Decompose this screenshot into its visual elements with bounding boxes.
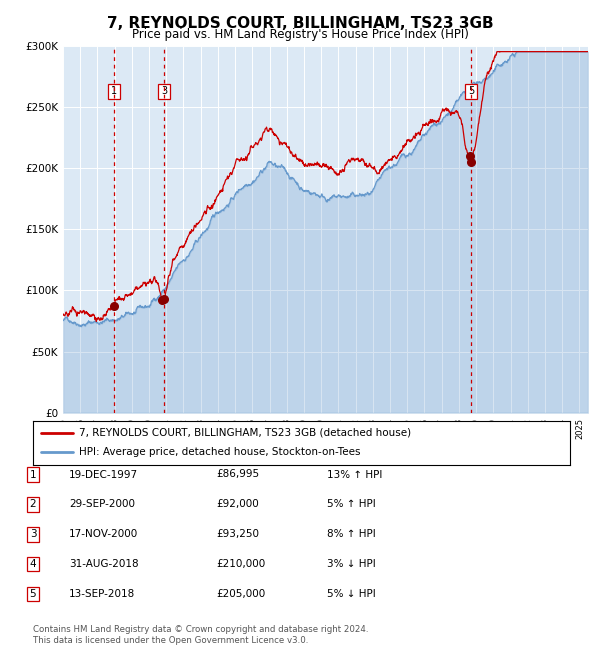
Text: 17-NOV-2000: 17-NOV-2000 bbox=[69, 529, 138, 539]
Text: 31-AUG-2018: 31-AUG-2018 bbox=[69, 559, 139, 569]
Text: 5% ↑ HPI: 5% ↑ HPI bbox=[327, 499, 376, 510]
Text: 13-SEP-2018: 13-SEP-2018 bbox=[69, 589, 135, 599]
Text: £210,000: £210,000 bbox=[216, 559, 265, 569]
Text: HPI: Average price, detached house, Stockton-on-Tees: HPI: Average price, detached house, Stoc… bbox=[79, 447, 360, 458]
Text: £86,995: £86,995 bbox=[216, 469, 259, 480]
Text: 29-SEP-2000: 29-SEP-2000 bbox=[69, 499, 135, 510]
Text: 3% ↓ HPI: 3% ↓ HPI bbox=[327, 559, 376, 569]
Text: 4: 4 bbox=[29, 559, 37, 569]
Text: Price paid vs. HM Land Registry's House Price Index (HPI): Price paid vs. HM Land Registry's House … bbox=[131, 28, 469, 41]
Text: 5: 5 bbox=[468, 86, 474, 96]
Text: 5% ↓ HPI: 5% ↓ HPI bbox=[327, 589, 376, 599]
Text: 7, REYNOLDS COURT, BILLINGHAM, TS23 3GB: 7, REYNOLDS COURT, BILLINGHAM, TS23 3GB bbox=[107, 16, 493, 31]
Text: 5: 5 bbox=[29, 589, 37, 599]
Text: 7, REYNOLDS COURT, BILLINGHAM, TS23 3GB (detached house): 7, REYNOLDS COURT, BILLINGHAM, TS23 3GB … bbox=[79, 428, 411, 438]
Text: £205,000: £205,000 bbox=[216, 589, 265, 599]
Text: 3: 3 bbox=[29, 529, 37, 539]
Text: £93,250: £93,250 bbox=[216, 529, 259, 539]
Text: 1: 1 bbox=[29, 469, 37, 480]
Text: 8% ↑ HPI: 8% ↑ HPI bbox=[327, 529, 376, 539]
Text: 19-DEC-1997: 19-DEC-1997 bbox=[69, 469, 138, 480]
Text: 2: 2 bbox=[29, 499, 37, 510]
Text: 1: 1 bbox=[111, 86, 117, 96]
Text: £92,000: £92,000 bbox=[216, 499, 259, 510]
Text: Contains HM Land Registry data © Crown copyright and database right 2024.
This d: Contains HM Land Registry data © Crown c… bbox=[33, 625, 368, 645]
Text: 13% ↑ HPI: 13% ↑ HPI bbox=[327, 469, 382, 480]
Text: 3: 3 bbox=[161, 86, 167, 96]
